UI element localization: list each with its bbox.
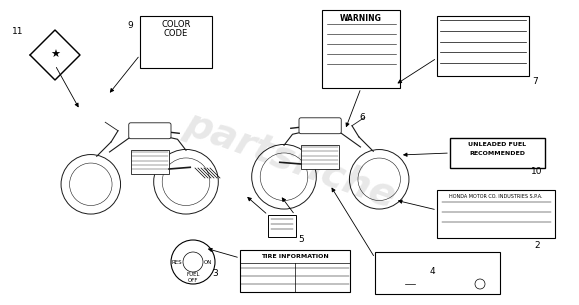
Polygon shape — [30, 30, 80, 80]
Text: WARNING: WARNING — [340, 14, 382, 23]
Text: ★: ★ — [50, 50, 60, 60]
Bar — [140, 16, 212, 68]
Text: RECOMMENDED: RECOMMENDED — [469, 151, 525, 156]
Text: HONDA MOTOR CO. INDUSTRIES S.P.A.: HONDA MOTOR CO. INDUSTRIES S.P.A. — [449, 194, 543, 199]
Bar — [322, 10, 400, 88]
Bar — [437, 190, 555, 238]
Text: 11: 11 — [12, 27, 24, 37]
Text: 4: 4 — [429, 267, 435, 277]
Text: 3: 3 — [212, 268, 218, 278]
Text: 9: 9 — [127, 20, 133, 30]
Bar — [450, 138, 545, 168]
Text: COLOR: COLOR — [162, 20, 190, 29]
Bar — [375, 252, 500, 294]
Text: TIRE INFORMATION: TIRE INFORMATION — [261, 254, 329, 259]
Text: 2: 2 — [534, 241, 540, 249]
Bar — [131, 150, 169, 174]
FancyBboxPatch shape — [129, 123, 171, 139]
Text: UNLEADED FUEL: UNLEADED FUEL — [468, 142, 526, 147]
FancyBboxPatch shape — [299, 118, 341, 134]
Text: partsfiche: partsfiche — [179, 104, 401, 216]
Text: 7: 7 — [532, 77, 538, 87]
Bar — [240, 250, 350, 292]
Bar — [268, 215, 296, 237]
Text: ON: ON — [204, 260, 212, 264]
Text: FUEL
OFF: FUEL OFF — [186, 272, 200, 283]
Bar — [301, 145, 339, 169]
Text: 5: 5 — [298, 235, 304, 245]
Text: 6: 6 — [359, 113, 365, 123]
Text: 10: 10 — [532, 167, 543, 177]
Text: RES: RES — [171, 260, 182, 264]
Text: CODE: CODE — [164, 29, 188, 38]
Bar — [437, 16, 529, 76]
